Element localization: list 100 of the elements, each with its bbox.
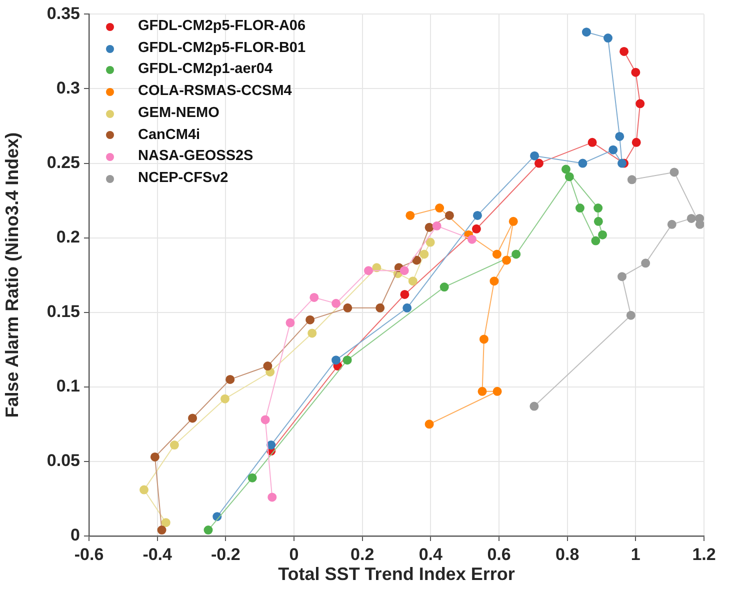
point — [591, 236, 600, 246]
x-tick-label: 0 — [289, 544, 299, 564]
legend-label: GFDL-CM2p5-FLOR-B01 — [138, 38, 306, 58]
point — [402, 303, 412, 312]
point — [492, 386, 502, 396]
point — [578, 158, 588, 168]
point — [424, 222, 434, 232]
point — [618, 158, 626, 168]
point — [248, 473, 257, 482]
point — [615, 132, 624, 141]
x-tick-label: 0.2 — [350, 544, 374, 564]
point — [598, 230, 608, 240]
point — [575, 204, 584, 213]
x-tick-label: -0.2 — [211, 544, 240, 564]
point — [286, 318, 295, 328]
point — [332, 356, 341, 365]
point — [632, 138, 641, 147]
x-tick-label: -0.6 — [74, 544, 104, 564]
point — [400, 266, 409, 276]
legend-label: GFDL-CM2p1-aer04 — [138, 60, 273, 80]
point — [490, 276, 499, 286]
x-tick-label: 1.2 — [692, 544, 716, 564]
point — [170, 440, 179, 450]
point — [420, 250, 429, 259]
point — [408, 276, 418, 286]
legend-label: CanCM4i — [138, 126, 200, 145]
point — [492, 250, 502, 259]
x-tick-label: 0.8 — [556, 544, 580, 564]
point — [364, 266, 373, 276]
x-tick-label: 0.4 — [418, 544, 444, 564]
y-axis-title: False Alarm Ratio (Nino3.4 Index) — [2, 132, 22, 418]
point — [468, 234, 477, 244]
x-tick-label: 0.6 — [487, 544, 511, 564]
point — [608, 145, 618, 154]
point — [204, 526, 213, 535]
point — [220, 394, 230, 404]
point — [472, 224, 481, 234]
point — [226, 374, 235, 384]
point — [376, 303, 385, 312]
point — [440, 282, 449, 292]
x-axis-title: Total SST Trend Index Error — [278, 564, 515, 584]
legend-label: NASA-GEOSS2S — [138, 147, 254, 166]
y-tick-label: 0.15 — [46, 302, 80, 322]
point — [686, 214, 696, 223]
point — [564, 172, 574, 182]
point — [268, 492, 277, 502]
point — [603, 34, 612, 43]
x-tick-label: -0.4 — [142, 544, 173, 564]
point — [530, 151, 540, 160]
point — [412, 256, 422, 265]
legend-label: GEM-NEMO — [138, 104, 220, 123]
point — [406, 210, 415, 220]
point — [308, 328, 317, 338]
point — [424, 420, 434, 429]
point — [502, 256, 512, 265]
point — [432, 221, 442, 230]
point — [479, 334, 488, 344]
point — [582, 28, 591, 37]
point — [472, 210, 482, 220]
point — [512, 250, 521, 259]
point — [626, 310, 636, 320]
legend-label: COLA-RSMAS-CCSM4 — [138, 82, 292, 102]
point — [157, 526, 166, 535]
point — [670, 168, 679, 177]
point — [426, 238, 435, 247]
y-tick-label: 0.05 — [46, 451, 80, 470]
point — [478, 386, 487, 396]
point — [263, 362, 272, 371]
legend-label: NCEP-CFSv2 — [138, 168, 228, 188]
point — [667, 220, 676, 229]
point — [188, 414, 198, 423]
point — [266, 440, 276, 450]
point — [310, 292, 319, 302]
x-tick-label: 1 — [630, 544, 640, 564]
point — [332, 298, 341, 308]
point — [150, 452, 160, 462]
point — [618, 272, 626, 282]
legend-label: GFDL-CM2p5-FLOR-A06 — [138, 17, 306, 36]
point — [636, 99, 645, 108]
point — [631, 68, 640, 77]
point — [594, 216, 603, 226]
point — [306, 315, 315, 324]
point — [435, 204, 444, 213]
point — [400, 290, 410, 299]
point — [140, 485, 149, 494]
point — [343, 303, 352, 312]
point — [342, 356, 352, 365]
point — [594, 204, 603, 213]
point — [561, 164, 570, 174]
y-tick-label: 0.25 — [46, 152, 80, 172]
y-tick-label: 0.2 — [56, 228, 80, 247]
point — [444, 210, 454, 220]
y-tick-label: 0.35 — [46, 4, 80, 23]
point — [641, 258, 650, 268]
point — [620, 46, 629, 56]
point — [530, 402, 539, 411]
y-tick-label: 0 — [70, 526, 80, 545]
point — [161, 518, 170, 528]
y-tick-label: 0.3 — [56, 78, 80, 98]
point — [260, 415, 270, 424]
